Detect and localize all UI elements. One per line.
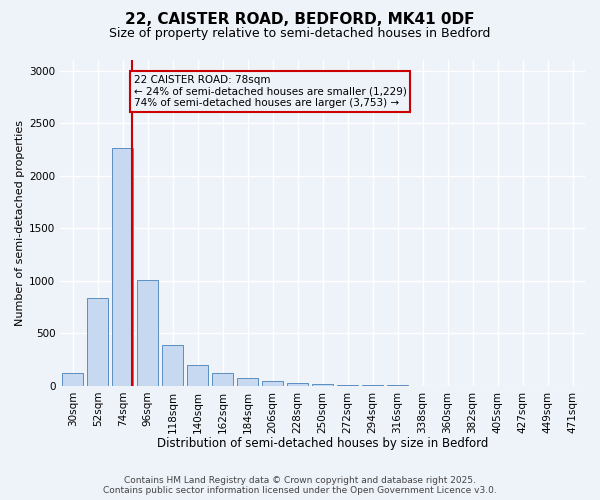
Bar (212, 373, 233, 386)
Bar (287, 383, 308, 386)
Bar (187, 366, 208, 386)
Bar (312, 384, 333, 386)
Bar (237, 378, 258, 386)
Y-axis label: Number of semi-detached properties: Number of semi-detached properties (15, 120, 25, 326)
Bar (137, 280, 158, 386)
Bar (162, 345, 184, 386)
Bar (262, 381, 283, 386)
Bar (62, 373, 83, 386)
X-axis label: Distribution of semi-detached houses by size in Bedford: Distribution of semi-detached houses by … (157, 437, 488, 450)
Text: Contains HM Land Registry data © Crown copyright and database right 2025.
Contai: Contains HM Land Registry data © Crown c… (103, 476, 497, 495)
Text: 22 CAISTER ROAD: 78sqm
← 24% of semi-detached houses are smaller (1,229)
74% of : 22 CAISTER ROAD: 78sqm ← 24% of semi-det… (134, 74, 407, 108)
Bar (87, 298, 109, 386)
Text: 22, CAISTER ROAD, BEDFORD, MK41 0DF: 22, CAISTER ROAD, BEDFORD, MK41 0DF (125, 12, 475, 28)
Bar (112, 148, 133, 386)
Text: Size of property relative to semi-detached houses in Bedford: Size of property relative to semi-detach… (109, 28, 491, 40)
